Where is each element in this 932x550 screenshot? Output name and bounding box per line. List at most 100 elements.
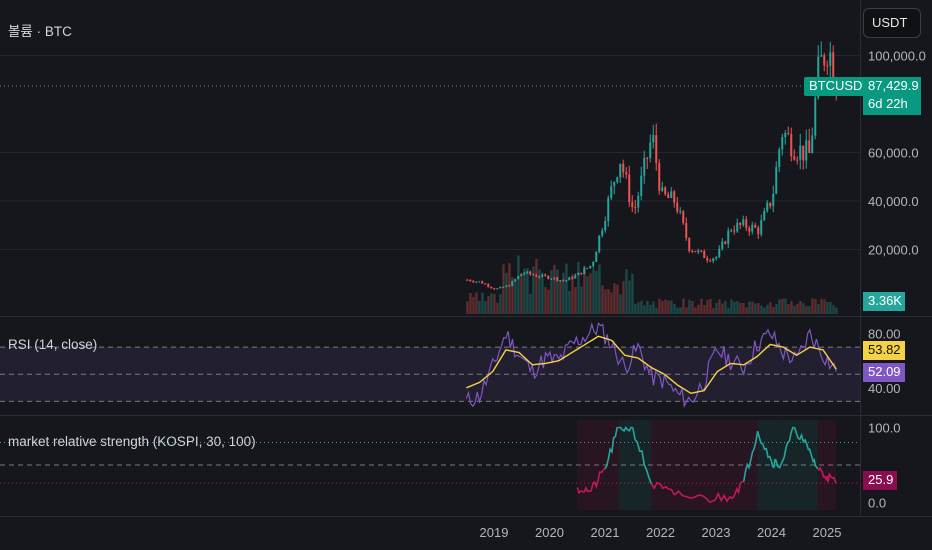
volume-bar	[610, 292, 613, 314]
price-candle	[607, 197, 610, 222]
mrs-line	[817, 466, 828, 482]
volume-bar	[739, 302, 742, 314]
volume-bar	[607, 289, 610, 314]
price-candle	[565, 280, 568, 282]
volume-bar	[508, 263, 511, 314]
x-tick-label: 2020	[535, 525, 564, 540]
volume-bar	[493, 293, 496, 314]
volume-bar	[679, 307, 682, 314]
price-candle	[832, 52, 835, 85]
price-candle	[673, 191, 676, 203]
volume-bar	[478, 300, 481, 314]
volume-bar	[658, 298, 661, 314]
mrs-line	[793, 427, 810, 451]
volume-bar	[829, 301, 832, 314]
price-candle	[496, 288, 499, 290]
price-candle	[814, 97, 817, 136]
mrs-zone	[827, 420, 837, 510]
price-tick-label: 100,000.0	[868, 49, 926, 64]
price-candle	[706, 258, 709, 261]
volume-bar	[499, 294, 502, 314]
volume-bar	[823, 299, 826, 314]
pane-divider	[0, 316, 932, 317]
price-candle	[646, 157, 649, 159]
volume-bar	[628, 280, 631, 314]
price-candle	[523, 273, 526, 275]
price-candle	[580, 272, 583, 275]
price-candle	[685, 222, 688, 239]
last-price-tag: 87,429.9 6d 22h	[863, 77, 921, 115]
price-candle	[694, 251, 697, 253]
price-candle	[541, 274, 544, 277]
volume-bar	[655, 307, 658, 314]
price-candle	[721, 241, 724, 249]
volume-bar	[736, 301, 739, 314]
price-candle	[718, 248, 721, 257]
mrs-zone	[743, 420, 758, 510]
price-candle	[703, 251, 706, 259]
countdown: 6d 22h	[868, 96, 908, 111]
mrs-zone	[577, 420, 592, 510]
price-candle	[661, 187, 664, 191]
price-candle	[649, 142, 652, 159]
mrs-line	[576, 485, 592, 495]
volume-bar	[652, 301, 655, 314]
volume-bar	[733, 301, 736, 314]
volume-bar	[685, 307, 688, 314]
price-candle	[532, 274, 535, 276]
mrs-zone	[651, 420, 675, 510]
price-candle	[637, 195, 640, 208]
volume-bar	[613, 283, 616, 314]
volume-bar	[808, 306, 811, 314]
price-candle	[799, 145, 802, 160]
price-candle	[628, 174, 631, 203]
volume-bar	[616, 284, 619, 314]
price-candle	[784, 132, 787, 138]
price-candle	[472, 281, 475, 283]
volume-bar	[715, 302, 718, 314]
volume-bar	[802, 303, 805, 314]
volume-bar	[769, 302, 772, 314]
volume-bar	[595, 270, 598, 314]
price-candle	[787, 132, 790, 135]
price-candle	[769, 202, 772, 207]
price-candle	[670, 191, 673, 199]
mrs-zone	[605, 420, 619, 510]
price-tick-label: 60,000.0	[868, 146, 919, 161]
price-candle	[643, 157, 646, 176]
price-tick-label: 20,000.0	[868, 243, 919, 258]
mrs-zone	[706, 420, 730, 510]
mrs-zone	[591, 420, 605, 510]
volume-bar	[529, 293, 532, 314]
volume-tag: 3.36K	[863, 292, 905, 311]
mrs-line	[706, 491, 731, 504]
price-candle	[529, 271, 532, 275]
volume-bar	[772, 306, 775, 314]
price-candle	[577, 272, 580, 276]
price-candle	[568, 277, 571, 281]
volume-bar	[559, 281, 562, 314]
volume-bar	[571, 274, 574, 314]
price-candle	[682, 211, 685, 223]
mrs-line	[729, 480, 744, 500]
price-candle	[526, 271, 529, 274]
price-candle	[826, 65, 829, 67]
volume-bar	[646, 301, 649, 314]
volume-bar	[703, 305, 706, 314]
price-candle	[679, 211, 682, 213]
x-tick-label: 2024	[757, 525, 786, 540]
volume-bar	[763, 307, 766, 314]
price-candle	[790, 134, 793, 157]
mrs-value-tag: 25.9	[863, 471, 897, 490]
volume-bar	[526, 268, 529, 314]
volume-bar	[706, 299, 709, 314]
price-candle	[475, 281, 478, 283]
currency-button[interactable]: USDT	[863, 8, 921, 38]
price-candle	[574, 275, 577, 279]
price-candle	[745, 219, 748, 228]
price-candle	[736, 222, 739, 232]
price-candle	[793, 156, 796, 160]
volume-bar	[667, 300, 670, 314]
volume-bar	[535, 259, 538, 314]
